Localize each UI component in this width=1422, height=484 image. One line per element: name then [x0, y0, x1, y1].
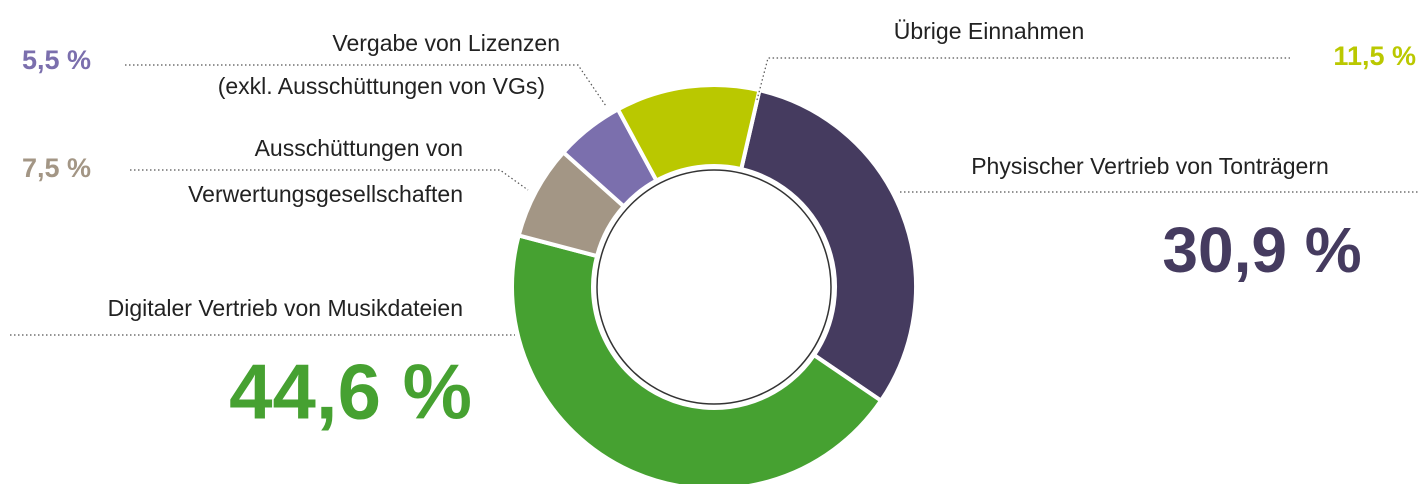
value-label: 5,5 %: [22, 45, 91, 75]
segment-label: Verwertungsgesellschaften: [188, 181, 463, 207]
segment-label: (exkl. Ausschüttungen von VGs): [218, 73, 545, 99]
value-label: 11,5 %: [1333, 41, 1416, 71]
donut-segment: [510, 232, 884, 484]
segment-label: Vergabe von Lizenzen: [332, 30, 560, 56]
value-label: 7,5 %: [22, 153, 91, 183]
leader-line: [125, 64, 607, 107]
value-label: 30,9 %: [1162, 214, 1361, 286]
segment-label: Ausschüttungen von: [255, 135, 463, 161]
donut-segment: [738, 87, 918, 404]
segment-label: Physischer Vertrieb von Tonträgern: [971, 153, 1329, 179]
value-label: 44,6 %: [229, 348, 472, 436]
donut-inner-ring: [596, 169, 832, 405]
segment-label: Übrige Einnahmen: [894, 18, 1085, 44]
segment-label: Digitaler Vertrieb von Musikdateien: [108, 295, 463, 321]
leader-line: [756, 57, 1290, 101]
donut-segment: [615, 83, 762, 184]
leader-line: [130, 169, 529, 191]
